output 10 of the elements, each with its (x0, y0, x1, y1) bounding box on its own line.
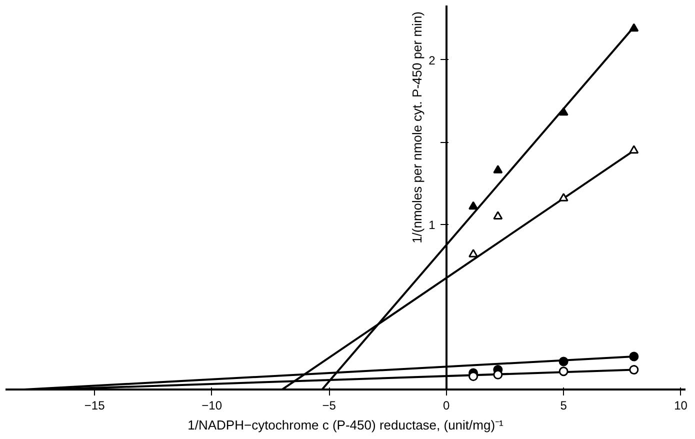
x-tick-label: 5 (560, 398, 568, 412)
x-tick-label: −10 (202, 398, 222, 412)
y-tick-label: 1 (428, 218, 436, 232)
y-axis-title: 1/(nmoles per nmole cyt. P-450 per min) (409, 11, 424, 244)
y-tick-label: 2 (428, 53, 436, 68)
x-tick-label: −5 (322, 398, 336, 412)
x-tick-label: 10 (674, 398, 688, 412)
x-axis-title: 1/NADPH−cytochrome c (P-450) reductase, (unit/mg)⁻¹ (188, 418, 504, 432)
x-tick-label: 0 (442, 398, 450, 412)
x-tick-label: −15 (84, 398, 106, 412)
